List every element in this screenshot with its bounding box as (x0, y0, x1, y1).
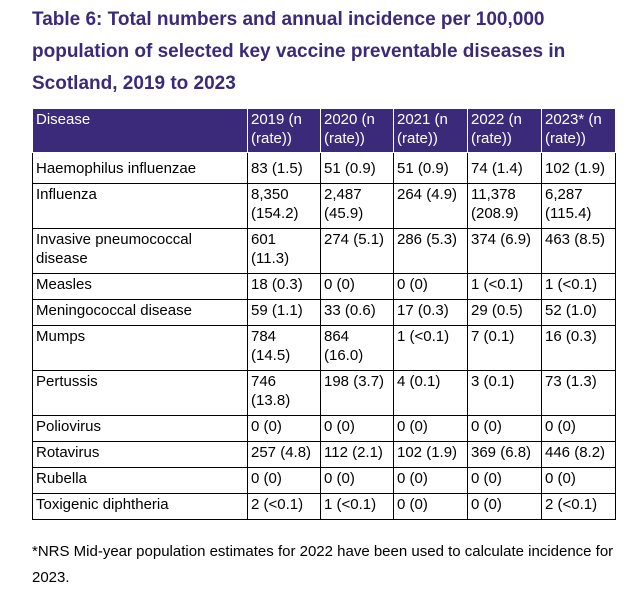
table-row: Rotavirus 257 (4.8) 112 (2.1) 102 (1.9) … (32, 441, 616, 468)
table-cell: 264 (4.9) (393, 183, 468, 229)
table-row: Measles 18 (0.3) 0 (0) 0 (0) 1 (<0.1) 1 … (32, 273, 616, 300)
table-cell: 0 (0) (467, 493, 542, 520)
table-row: Meningococcal disease 59 (1.1) 33 (0.6) … (32, 299, 616, 326)
disease-name-cell: Measles (32, 273, 248, 300)
table-row: Toxigenic diphtheria 2 (<0.1) 1 (<0.1) 0… (32, 493, 616, 520)
table-cell: 446 (8.2) (541, 441, 616, 468)
disease-name-cell: Rotavirus (32, 441, 248, 468)
table-row: Influenza 8,350 (154.2) 2,487 (45.9) 264… (32, 183, 616, 229)
table-cell: 0 (0) (393, 415, 468, 442)
table-cell: 0 (0) (393, 273, 468, 300)
table-cell: 102 (1.9) (393, 441, 468, 468)
table-cell: 784 (14.5) (247, 325, 321, 371)
table-cell: 73 (1.3) (541, 370, 616, 416)
table-cell: 274 (5.1) (320, 228, 394, 274)
column-header-2019: 2019 (n (rate)) (247, 108, 321, 153)
table-cell: 463 (8.5) (541, 228, 616, 274)
table-cell: 0 (0) (247, 467, 321, 494)
footnote: *NRS Mid-year population estimates for 2… (32, 543, 614, 586)
table-cell: 198 (3.7) (320, 370, 394, 416)
column-header-disease: Disease (32, 108, 248, 153)
disease-name-cell: Influenza (32, 183, 248, 229)
table-cell: 52 (1.0) (541, 299, 616, 326)
table-cell: 59 (1.1) (247, 299, 321, 326)
disease-name-cell: Toxigenic diphtheria (32, 493, 248, 520)
table-cell: 0 (0) (467, 467, 542, 494)
table-cell: 864 (16.0) (320, 325, 394, 371)
table-row: Haemophilus influenzae 83 (1.5) 51 (0.9)… (32, 152, 616, 184)
table-cell: 1 (<0.1) (541, 273, 616, 300)
table-cell: 369 (6.8) (467, 441, 542, 468)
table-cell: 1 (<0.1) (320, 493, 394, 520)
table-cell: 3 (0.1) (467, 370, 542, 416)
table-cell: 0 (0) (541, 415, 616, 442)
table-cell: 0 (0) (320, 415, 394, 442)
table-cell: 0 (0) (393, 467, 468, 494)
table-header-row: Disease 2019 (n (rate)) 2020 (n (rate)) … (32, 108, 616, 153)
table-cell: 16 (0.3) (541, 325, 616, 371)
table-cell: 2 (<0.1) (247, 493, 321, 520)
table-cell: 74 (1.4) (467, 152, 542, 184)
table-cell: 7 (0.1) (467, 325, 542, 371)
disease-name-cell: Meningococcal disease (32, 299, 248, 326)
table-cell: 102 (1.9) (541, 152, 616, 184)
table-cell: 1 (<0.1) (393, 325, 468, 371)
table-cell: 2,487 (45.9) (320, 183, 394, 229)
disease-name-cell: Poliovirus (32, 415, 248, 442)
table-cell: 601 (11.3) (247, 228, 321, 274)
table-cell: 746 (13.8) (247, 370, 321, 416)
table-cell: 2 (<0.1) (541, 493, 616, 520)
disease-incidence-table: Disease 2019 (n (rate)) 2020 (n (rate)) … (32, 108, 616, 520)
table-cell: 0 (0) (247, 415, 321, 442)
disease-name-cell: Pertussis (32, 370, 248, 416)
table-cell: 4 (0.1) (393, 370, 468, 416)
disease-name-cell: Mumps (32, 325, 248, 371)
table-title: Table 6: Total numbers and annual incide… (32, 9, 566, 94)
table-row: Invasive pneumococcal disease 601 (11.3)… (32, 228, 616, 274)
table-row: Poliovirus 0 (0) 0 (0) 0 (0) 0 (0) 0 (0) (32, 415, 616, 442)
table-cell: 257 (4.8) (247, 441, 321, 468)
table-row: Pertussis 746 (13.8) 198 (3.7) 4 (0.1) 3… (32, 370, 616, 416)
disease-name-cell: Haemophilus influenzae (32, 152, 248, 184)
table-cell: 112 (2.1) (320, 441, 394, 468)
disease-name-cell: Invasive pneumococcal disease (32, 228, 248, 274)
table-cell: 0 (0) (320, 467, 394, 494)
table-cell: 17 (0.3) (393, 299, 468, 326)
column-header-2021: 2021 (n (rate)) (393, 108, 468, 153)
table-cell: 51 (0.9) (320, 152, 394, 184)
table-cell: 1 (<0.1) (467, 273, 542, 300)
table-cell: 0 (0) (541, 467, 616, 494)
table-cell: 0 (0) (393, 493, 468, 520)
table-cell: 8,350 (154.2) (247, 183, 321, 229)
table-cell: 6,287 (115.4) (541, 183, 616, 229)
table-cell: 83 (1.5) (247, 152, 321, 184)
column-header-2020: 2020 (n (rate)) (320, 108, 394, 153)
table-cell: 33 (0.6) (320, 299, 394, 326)
disease-name-cell: Rubella (32, 467, 248, 494)
table-cell: 286 (5.3) (393, 228, 468, 274)
table-cell: 0 (0) (467, 415, 542, 442)
table-cell: 374 (6.9) (467, 228, 542, 274)
column-header-2023: 2023* (n (rate)) (541, 108, 616, 153)
table-cell: 11,378 (208.9) (467, 183, 542, 229)
column-header-2022: 2022 (n (rate)) (467, 108, 542, 153)
table-cell: 29 (0.5) (467, 299, 542, 326)
table-row: Mumps 784 (14.5) 864 (16.0) 1 (<0.1) 7 (… (32, 325, 616, 371)
table-cell: 51 (0.9) (393, 152, 468, 184)
table-cell: 0 (0) (320, 273, 394, 300)
table-cell: 18 (0.3) (247, 273, 321, 300)
table-row: Rubella 0 (0) 0 (0) 0 (0) 0 (0) 0 (0) (32, 467, 616, 494)
